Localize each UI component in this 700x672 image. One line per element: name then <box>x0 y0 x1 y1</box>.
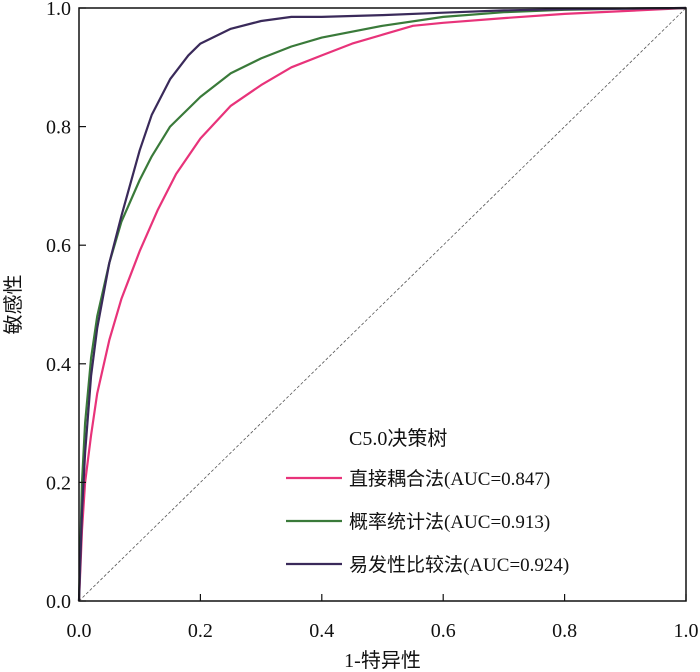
x-tick-label: 0.8 <box>552 620 577 642</box>
roc-curve-2 <box>77 6 687 602</box>
x-tick-label: 0.0 <box>67 620 92 642</box>
y-tick-label: 0.0 <box>46 591 71 613</box>
y-tick-label: 0.8 <box>46 117 71 139</box>
y-tick-label: 0.6 <box>46 235 71 257</box>
legend: C5.0决策树 直接耦合法(AUC=0.847) 概率统计法(AUC=0.913)… <box>286 427 569 576</box>
x-tick-label: 0.4 <box>309 620 334 642</box>
x-tick-label: 1.0 <box>674 620 699 642</box>
roc-curve-1 <box>77 6 687 602</box>
roc-curve-3 <box>77 6 687 602</box>
legend-label-2: 概率统计法(AUC=0.913) <box>349 511 550 533</box>
legend-label-3: 易发性比较法(AUC=0.924) <box>349 554 569 576</box>
x-tick-label: 0.6 <box>431 620 456 642</box>
y-axis-title: 敏感性 <box>2 275 25 335</box>
y-tick-label: 0.4 <box>46 354 71 376</box>
y-tick-label: 0.2 <box>46 472 71 494</box>
diagonal-reference-line <box>78 7 687 602</box>
x-axis-title: 1-特异性 <box>344 649 421 672</box>
plot-frame <box>78 7 687 602</box>
x-tick-label: 0.2 <box>188 620 213 642</box>
y-tick-label: 1.0 <box>46 0 71 20</box>
legend-label-1: 直接耦合法(AUC=0.847) <box>349 468 550 490</box>
legend-title: C5.0决策树 <box>349 427 447 450</box>
